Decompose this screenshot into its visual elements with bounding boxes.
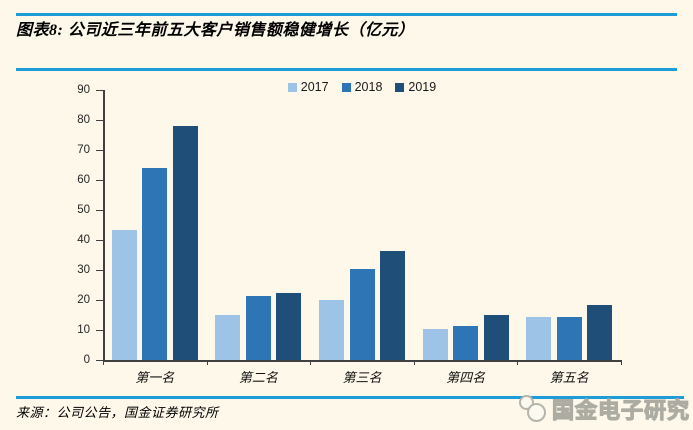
y-tick-mark [96, 210, 103, 211]
x-tick-mark [517, 360, 519, 365]
legend-label: 2019 [408, 80, 437, 94]
y-tick-mark [96, 240, 103, 241]
x-tick-mark [206, 360, 208, 365]
y-tick-mark [96, 330, 103, 331]
y-axis-line [103, 90, 105, 361]
x-tick-mark [413, 360, 415, 365]
y-tick-mark [96, 90, 103, 91]
x-tick-mark [621, 360, 622, 365]
legend-swatch-icon [287, 82, 297, 92]
bar-2018-第四名 [453, 325, 479, 360]
bottom-divider [16, 396, 684, 399]
y-tick-label: 90 [77, 84, 90, 96]
bar-2018-第三名 [349, 268, 375, 360]
bar-2017-第三名 [319, 300, 344, 360]
bar-2018-第一名 [142, 168, 168, 360]
source-note: 来源：公司公告，国金证券研究所 [16, 405, 219, 420]
title-divider [16, 68, 677, 71]
y-tick-label: 0 [83, 354, 90, 366]
category-label: 第三名 [342, 370, 382, 385]
figure-title: 图表8: 公司近三年前五大客户销售额稳健增长（亿元） [16, 22, 415, 39]
sinolink-logo-icon [517, 394, 547, 424]
bar-2018-第二名 [245, 295, 271, 360]
top-divider [16, 13, 677, 16]
bar-2017-第五名 [526, 316, 552, 360]
bar-2017-第二名 [215, 315, 241, 360]
y-tick-label: 50 [77, 204, 90, 216]
legend-label: 2018 [354, 80, 383, 94]
bar-2019-第二名 [276, 292, 302, 360]
y-tick-label: 10 [77, 324, 90, 336]
y-tick-mark [96, 360, 103, 361]
category-label: 第二名 [238, 370, 278, 385]
category-label: 第四名 [446, 370, 486, 385]
legend-item-2019: 2019 [395, 80, 436, 94]
watermark-text: 国金电子研究 [551, 397, 690, 423]
legend-item-2017: 2017 [287, 80, 329, 94]
y-tick-label: 60 [77, 174, 90, 186]
y-tick-mark [96, 300, 103, 301]
y-tick-mark [96, 270, 103, 271]
watermark: 国金电子研究 [517, 393, 690, 425]
y-tick-mark [96, 180, 103, 181]
y-tick-label: 80 [77, 114, 90, 126]
legend-item-2018: 2018 [341, 80, 383, 94]
y-tick-label: 20 [77, 294, 90, 306]
logo-circle-large [526, 403, 546, 422]
bar-2019-第五名 [587, 304, 613, 360]
legend-swatch-icon [395, 82, 405, 92]
x-tick-mark [103, 360, 104, 365]
bar-2019-第四名 [483, 315, 509, 360]
y-tick-label: 40 [77, 234, 90, 246]
y-tick-label: 70 [77, 144, 90, 156]
category-label: 第五名 [549, 370, 589, 385]
x-axis-line [103, 360, 621, 362]
bar-2019-第一名 [172, 126, 198, 360]
bar-2017-第四名 [422, 328, 448, 360]
category-label: 第一名 [135, 370, 175, 385]
legend-label: 2017 [300, 80, 329, 94]
y-tick-label: 30 [77, 264, 90, 276]
bar-2018-第五名 [556, 317, 582, 360]
x-tick-mark [310, 360, 312, 365]
legend-swatch-icon [341, 82, 351, 92]
bar-2019-第三名 [380, 250, 405, 360]
chart-legend: 2017 2018 2019 [103, 80, 621, 94]
y-tick-mark [96, 150, 103, 151]
bar-2017-第一名 [111, 229, 137, 360]
y-tick-mark [96, 120, 103, 121]
